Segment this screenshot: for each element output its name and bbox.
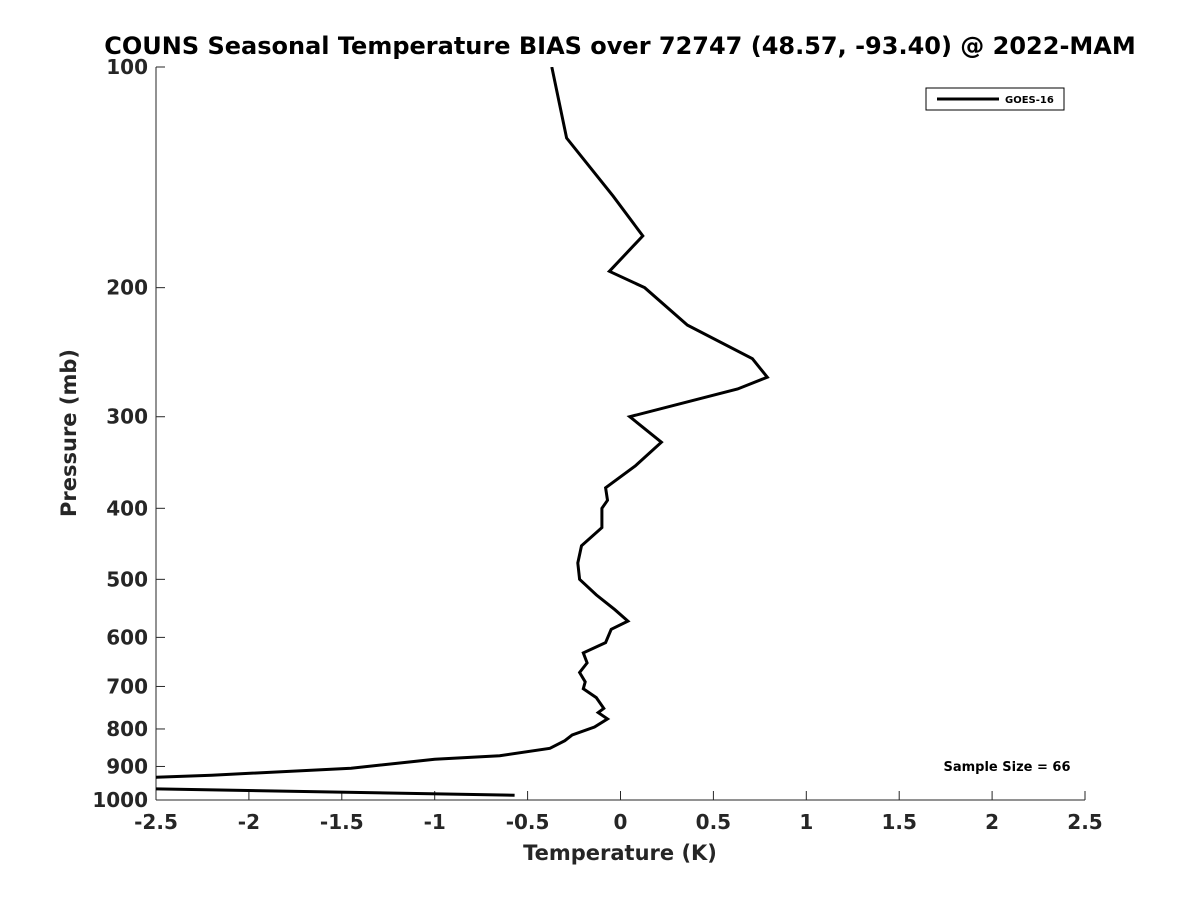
y-axis-label: Pressure (mb) xyxy=(57,349,81,517)
chart-title: COUNS Seasonal Temperature BIAS over 727… xyxy=(104,32,1136,60)
x-tick-label: -0.5 xyxy=(506,810,550,834)
y-tick-label: 1000 xyxy=(92,788,148,812)
x-tick-label: 0.5 xyxy=(696,810,731,834)
y-tick-label: 300 xyxy=(106,405,148,429)
y-tick-label: 200 xyxy=(106,276,148,300)
x-tick-label: 2.5 xyxy=(1067,810,1102,834)
x-tick-label: -1.5 xyxy=(320,810,364,834)
legend-label-goes-16: GOES-16 xyxy=(1005,95,1054,106)
y-tick-label: 600 xyxy=(106,625,148,649)
x-tick-label: 1.5 xyxy=(881,810,916,834)
y-tick-label: 100 xyxy=(106,55,148,79)
x-tick-label: 2 xyxy=(985,810,999,834)
y-tick-label: 500 xyxy=(106,567,148,591)
y-axis-ticks: 100 200 300 400 500 600 700 800 900 1000 xyxy=(92,55,165,812)
x-axis-ticks: -2.5 -2 -1.5 -1 -0.5 0 0.5 1 1.5 2 2.5 xyxy=(134,791,1103,834)
series-layer xyxy=(156,67,770,797)
x-tick-label: 1 xyxy=(799,810,813,834)
sample-size-annotation: Sample Size = 66 xyxy=(943,760,1070,775)
x-axis-label: Temperature (K) xyxy=(523,841,717,865)
x-tick-label: -2 xyxy=(238,810,260,834)
x-tick-label: 0 xyxy=(614,810,628,834)
y-tick-label: 700 xyxy=(106,674,148,698)
y-tick-label: 800 xyxy=(106,717,148,741)
y-tick-label: 400 xyxy=(106,496,148,520)
legend: GOES-16 xyxy=(925,87,1065,111)
y-tick-label: 900 xyxy=(106,754,148,778)
series-line-goes-16 xyxy=(156,67,770,797)
x-tick-label: -1 xyxy=(424,810,446,834)
plot-area xyxy=(156,67,1085,800)
x-tick-label: -2.5 xyxy=(134,810,178,834)
